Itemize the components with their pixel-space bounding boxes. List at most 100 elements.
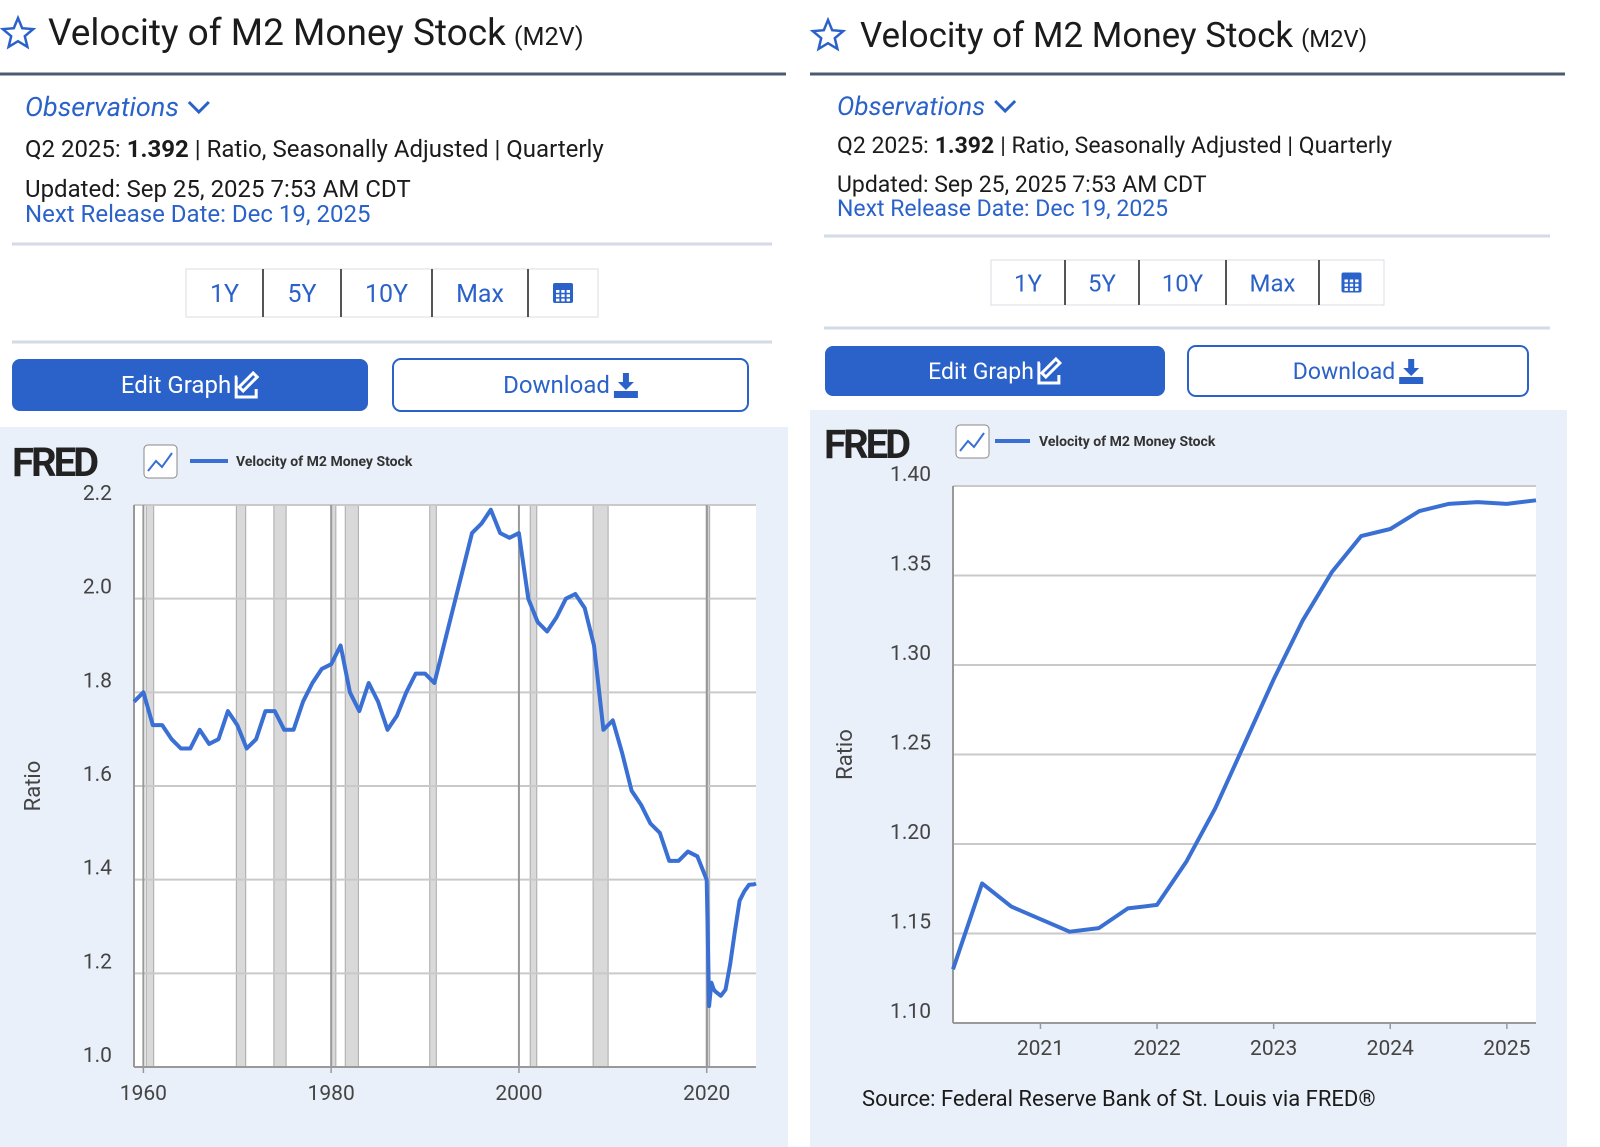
calendar-cell [1349, 283, 1354, 287]
calendar-cell [566, 294, 570, 298]
calendar-cell [1344, 279, 1348, 283]
edit-graph-button[interactable] [12, 359, 368, 411]
y-tick-label: 1.25 [890, 732, 931, 756]
download-label[interactable]: Download [503, 371, 610, 399]
x-tick-label: 2024 [1367, 1037, 1414, 1061]
range-button[interactable]: 1Y [1014, 270, 1042, 298]
calendar-cell [1344, 283, 1348, 287]
chevron[interactable] [994, 99, 1017, 114]
x-tick-label: 2020 [683, 1082, 730, 1106]
range-button[interactable]: 10Y [365, 280, 408, 309]
range-button[interactable]: 5Y [1088, 270, 1116, 298]
series-title: Velocity of M2 Money Stock (M2V) [860, 15, 1367, 56]
x-tick-label: 2000 [495, 1082, 542, 1106]
calendar-cell [566, 298, 570, 302]
download-icon [1399, 359, 1424, 384]
x-tick-label: 1980 [308, 1082, 355, 1106]
y-tick-label: 1.30 [890, 642, 931, 666]
download-label[interactable]: Download [1293, 358, 1395, 385]
calendar-cell [1355, 288, 1359, 291]
y-tick-label: 1.6 [83, 763, 112, 787]
latest-observation: Q2 2025: 1.392 | Ratio, Seasonally Adjuste… [25, 135, 604, 163]
range-button[interactable]: 1Y [210, 280, 239, 309]
range-buttons [185, 268, 599, 318]
y-axis-label: Ratio [21, 761, 46, 812]
observation-value: 1.392 [935, 132, 994, 159]
download-icon [613, 373, 638, 398]
chart-icon [143, 444, 178, 479]
favorite-star[interactable] [809, 16, 847, 52]
calendar-cell [1349, 288, 1354, 291]
chart-icon-line [959, 432, 985, 452]
favorite-star[interactable] [0, 14, 37, 50]
data-line [132, 507, 757, 1009]
observation-details: | Ratio, Seasonally Adjusted | Quarterly [195, 135, 605, 163]
series-title-text: Velocity of M2 Money Stock [48, 12, 506, 55]
edit-icon [234, 370, 260, 399]
edit-graph-label[interactable]: Edit Graph [928, 358, 1034, 385]
fred-logo: FRED [12, 439, 98, 486]
edit-graph-label[interactable]: Edit Graph [121, 371, 231, 399]
updated-date: Updated: Sep 25, 2025 7:53 AM CDT [837, 171, 1207, 198]
calendar-cell [561, 290, 565, 293]
source-note: Source: Federal Reserve Bank of St. Loui… [862, 1087, 1376, 1112]
y-tick-label: 1.10 [890, 1000, 931, 1024]
calendar-cell [1344, 288, 1348, 291]
chevron[interactable] [187, 100, 210, 115]
chart-icon-line [147, 452, 173, 472]
range-button[interactable]: Max [1250, 270, 1296, 298]
calendar-cell [561, 298, 565, 302]
y-tick-label: 1.2 [83, 950, 112, 974]
data-line [951, 498, 1537, 970]
x-tick-label: 2025 [1483, 1037, 1530, 1061]
download-button[interactable] [392, 358, 749, 412]
observations-toggle[interactable]: Observations [837, 92, 985, 122]
calendar-cell [556, 294, 560, 298]
observation-period: Q2 2025: [25, 135, 121, 163]
y-axis-label: Ratio [833, 729, 858, 780]
calendar-cell [556, 290, 560, 293]
y-tick-label: 1.40 [890, 463, 931, 487]
series-title-text: Velocity of M2 Money Stock [860, 15, 1293, 56]
y-tick-label: 2.0 [83, 576, 112, 600]
legend-label: Velocity of M2 Money Stock [236, 454, 413, 470]
y-tick-label: 1.15 [890, 911, 931, 935]
series-title: Velocity of M2 Money Stock (M2V) [48, 12, 584, 55]
range-button[interactable]: Max [456, 280, 504, 309]
series-code: (M2V) [1301, 25, 1367, 53]
x-tick-label: 2023 [1250, 1037, 1297, 1061]
observation-period: Q2 2025: [837, 132, 929, 159]
chart-icon [955, 424, 990, 459]
observations-toggle[interactable]: Observations [25, 91, 179, 123]
x-tick-label: 2022 [1133, 1037, 1180, 1061]
calendar-cell [556, 298, 560, 302]
calendar-icon[interactable] [1341, 272, 1362, 293]
latest-observation: Q2 2025: 1.392 | Ratio, Seasonally Adjuste… [837, 132, 1392, 159]
y-tick-label: 1.35 [890, 553, 931, 577]
observation-details: | Ratio, Seasonally Adjusted | Quarterly [1000, 132, 1392, 159]
observation-value: 1.392 [127, 135, 189, 163]
y-tick-label: 1.4 [83, 857, 112, 881]
y-tick-label: 1.8 [83, 669, 112, 693]
calendar-cell [561, 294, 565, 298]
calendar-cell [566, 290, 570, 293]
x-tick-label: 2021 [1017, 1037, 1064, 1061]
calendar-icon[interactable] [553, 283, 573, 303]
panel: Velocity of M2 Money Stock (M2V) Observati… [809, 15, 1567, 1147]
calendar-cell [1355, 279, 1359, 283]
y-tick-label: 1.0 [83, 1044, 112, 1068]
y-tick-label: 1.20 [890, 821, 931, 845]
next-release[interactable]: Next Release Date: Dec 19, 2025 [25, 200, 371, 228]
y-tick-label: 2.2 [83, 482, 112, 506]
edit-graph-button[interactable] [825, 346, 1165, 396]
edit-icon [1037, 356, 1063, 385]
calendar-cell [1355, 283, 1359, 287]
series-code: (M2V) [514, 23, 584, 52]
legend-label: Velocity of M2 Money Stock [1039, 434, 1216, 450]
download-button[interactable] [1187, 345, 1529, 397]
x-tick-label: 1960 [120, 1082, 167, 1106]
range-button[interactable]: 5Y [287, 280, 316, 309]
next-release[interactable]: Next Release Date: Dec 19, 2025 [837, 195, 1168, 222]
range-button[interactable]: 10Y [1162, 270, 1204, 298]
